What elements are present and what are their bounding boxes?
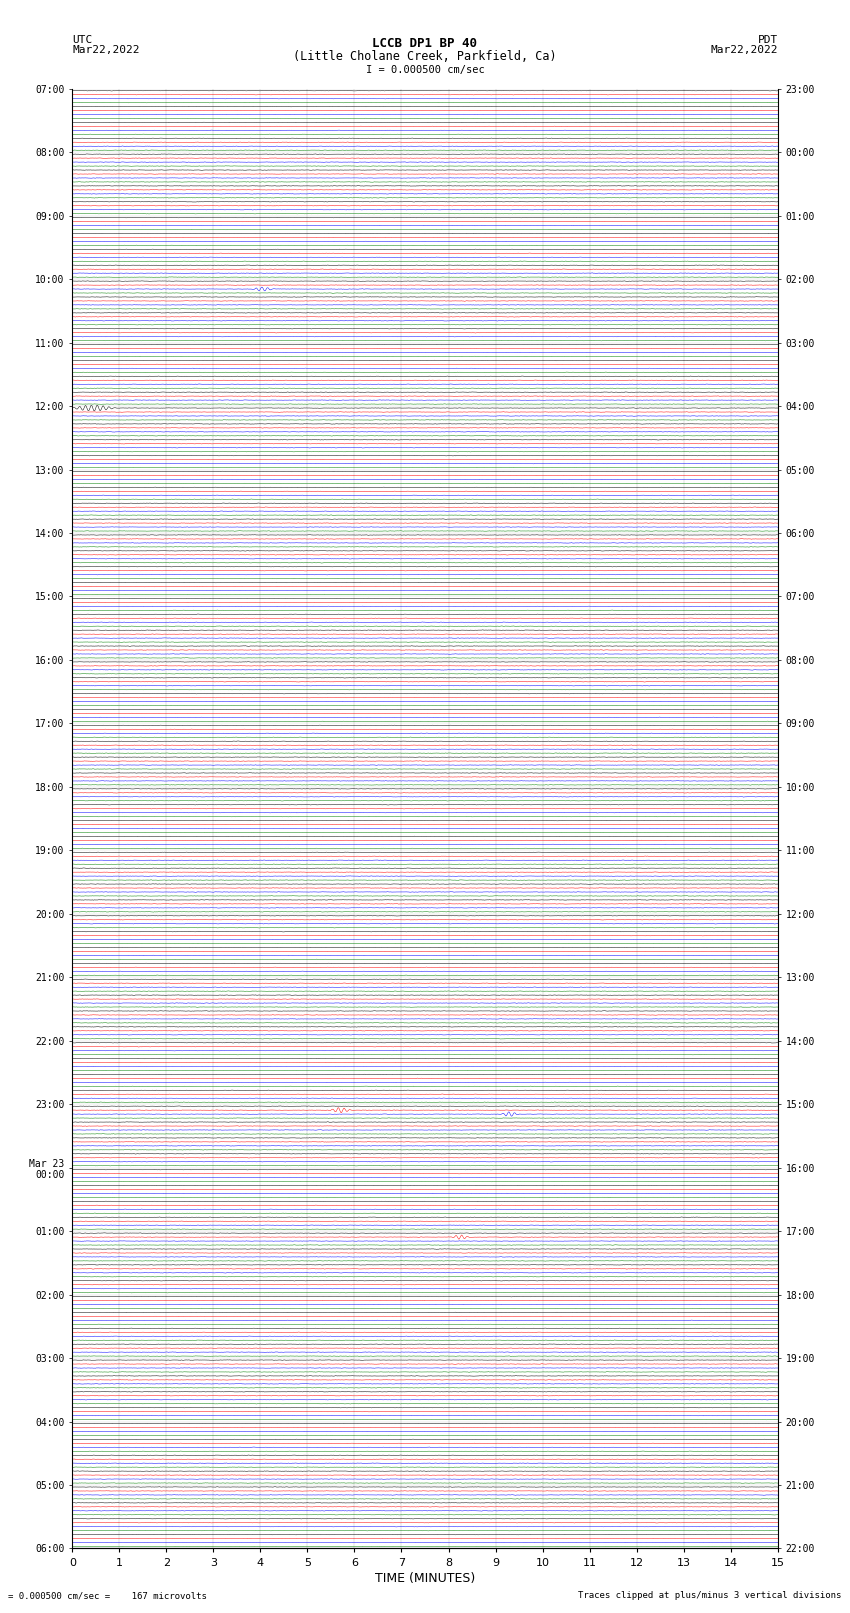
Text: (Little Cholane Creek, Parkfield, Ca): (Little Cholane Creek, Parkfield, Ca)	[293, 50, 557, 63]
Text: Mar22,2022: Mar22,2022	[72, 45, 139, 55]
Text: I = 0.000500 cm/sec: I = 0.000500 cm/sec	[366, 65, 484, 74]
Text: LCCB DP1 BP 40: LCCB DP1 BP 40	[372, 37, 478, 50]
Text: = 0.000500 cm/sec =    167 microvolts: = 0.000500 cm/sec = 167 microvolts	[8, 1590, 207, 1600]
Text: Traces clipped at plus/minus 3 vertical divisions: Traces clipped at plus/minus 3 vertical …	[578, 1590, 842, 1600]
Text: Mar22,2022: Mar22,2022	[711, 45, 778, 55]
Text: PDT: PDT	[757, 35, 778, 45]
X-axis label: TIME (MINUTES): TIME (MINUTES)	[375, 1571, 475, 1584]
Text: UTC: UTC	[72, 35, 93, 45]
